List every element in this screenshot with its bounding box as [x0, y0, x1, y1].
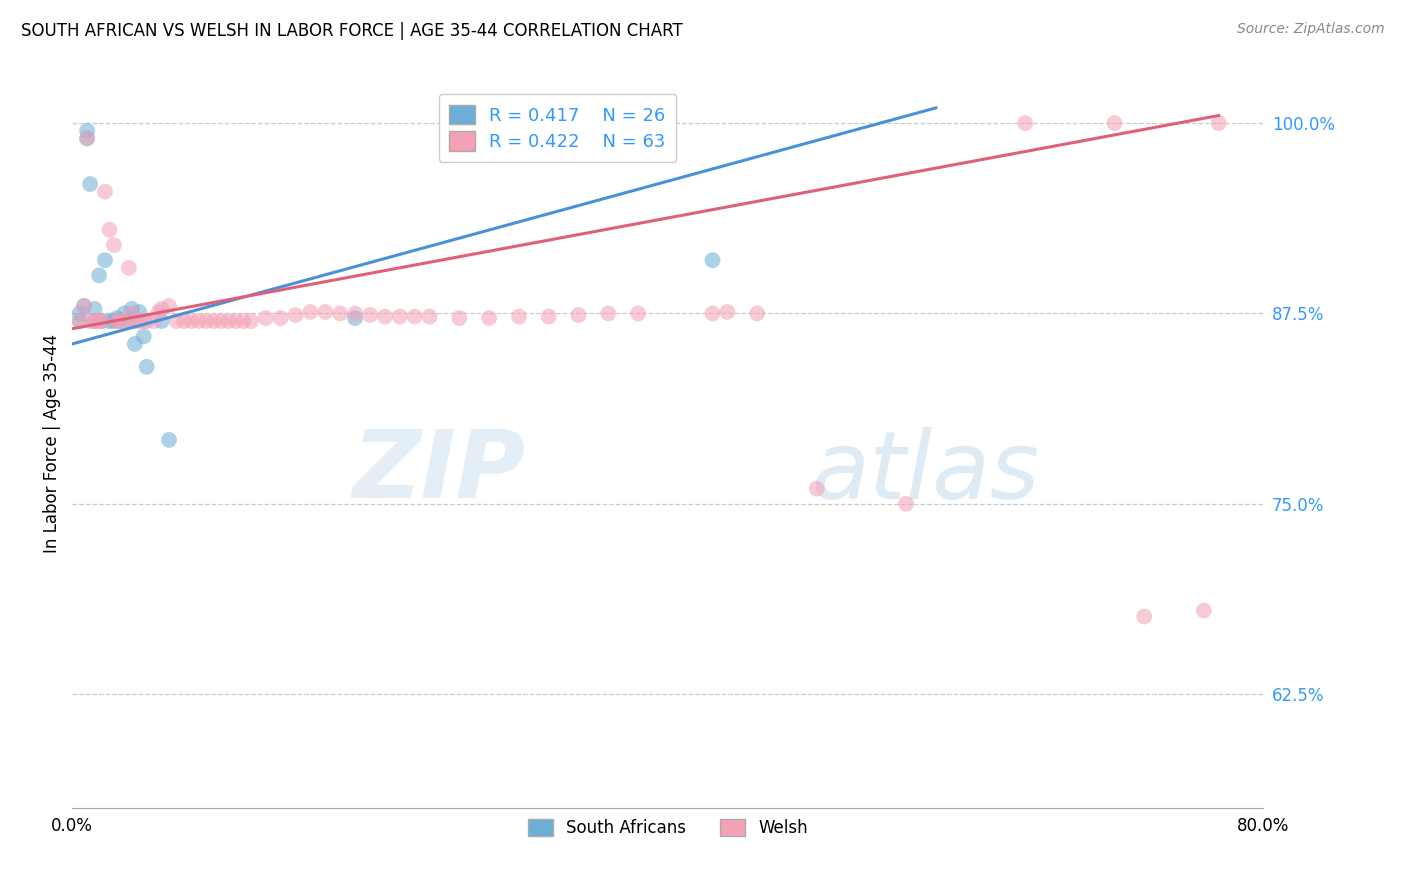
Point — [567, 308, 589, 322]
Point — [73, 299, 96, 313]
Point — [374, 310, 396, 324]
Point — [894, 497, 917, 511]
Point — [69, 314, 91, 328]
Point — [108, 314, 131, 328]
Text: atlas: atlas — [811, 426, 1039, 517]
Point — [128, 314, 150, 328]
Point — [225, 314, 247, 328]
Point — [83, 314, 105, 328]
Point — [1014, 116, 1036, 130]
Point — [87, 268, 110, 283]
Point — [388, 310, 411, 324]
Point — [79, 314, 101, 328]
Point — [166, 314, 188, 328]
Point — [314, 305, 336, 319]
Point — [173, 314, 195, 328]
Point — [124, 337, 146, 351]
Point — [79, 177, 101, 191]
Point — [76, 131, 98, 145]
Point — [94, 253, 117, 268]
Point — [157, 433, 180, 447]
Point — [359, 308, 381, 322]
Point — [1133, 609, 1156, 624]
Point — [344, 311, 367, 326]
Point — [195, 314, 218, 328]
Point — [118, 260, 141, 275]
Point — [98, 314, 121, 328]
Point — [1208, 116, 1230, 130]
Point — [404, 310, 426, 324]
Point — [449, 311, 471, 326]
Point — [202, 314, 225, 328]
Point — [132, 329, 155, 343]
Point — [239, 314, 262, 328]
Point — [806, 482, 828, 496]
Point — [180, 314, 202, 328]
Point — [132, 314, 155, 328]
Point — [702, 253, 724, 268]
Point — [232, 314, 254, 328]
Point — [627, 306, 650, 320]
Y-axis label: In Labor Force | Age 35-44: In Labor Force | Age 35-44 — [44, 334, 60, 552]
Point — [73, 299, 96, 313]
Point — [87, 314, 110, 328]
Point — [537, 310, 560, 324]
Point — [284, 308, 307, 322]
Point — [108, 314, 131, 328]
Point — [91, 314, 114, 328]
Point — [598, 306, 620, 320]
Point — [105, 314, 128, 328]
Point — [69, 314, 91, 328]
Point — [218, 314, 240, 328]
Point — [419, 310, 441, 324]
Point — [508, 310, 530, 324]
Point — [94, 185, 117, 199]
Point — [83, 314, 105, 328]
Point — [135, 314, 157, 328]
Legend: South Africans, Welsh: South Africans, Welsh — [522, 813, 814, 844]
Point — [76, 131, 98, 145]
Point — [103, 238, 125, 252]
Point — [69, 306, 91, 320]
Point — [1104, 116, 1126, 130]
Point — [1192, 603, 1215, 617]
Point — [118, 314, 141, 328]
Point — [150, 314, 173, 328]
Point — [150, 301, 173, 316]
Point — [124, 314, 146, 328]
Point — [187, 314, 209, 328]
Point — [270, 311, 292, 326]
Point — [747, 306, 769, 320]
Point — [148, 305, 170, 319]
Point — [103, 314, 125, 328]
Point — [112, 314, 135, 328]
Point — [121, 306, 143, 320]
Point — [83, 301, 105, 316]
Point — [478, 311, 501, 326]
Text: ZIP: ZIP — [352, 426, 524, 518]
Point — [143, 314, 166, 328]
Point — [716, 305, 738, 319]
Point — [98, 223, 121, 237]
Point — [121, 301, 143, 316]
Point — [91, 314, 114, 328]
Point — [344, 306, 367, 320]
Point — [128, 305, 150, 319]
Text: SOUTH AFRICAN VS WELSH IN LABOR FORCE | AGE 35-44 CORRELATION CHART: SOUTH AFRICAN VS WELSH IN LABOR FORCE | … — [21, 22, 683, 40]
Text: Source: ZipAtlas.com: Source: ZipAtlas.com — [1237, 22, 1385, 37]
Point — [329, 306, 352, 320]
Point — [209, 314, 232, 328]
Point — [112, 306, 135, 320]
Point — [76, 124, 98, 138]
Point — [157, 299, 180, 313]
Point — [105, 311, 128, 326]
Point — [702, 306, 724, 320]
Point — [299, 305, 322, 319]
Point — [254, 311, 277, 326]
Point — [135, 359, 157, 374]
